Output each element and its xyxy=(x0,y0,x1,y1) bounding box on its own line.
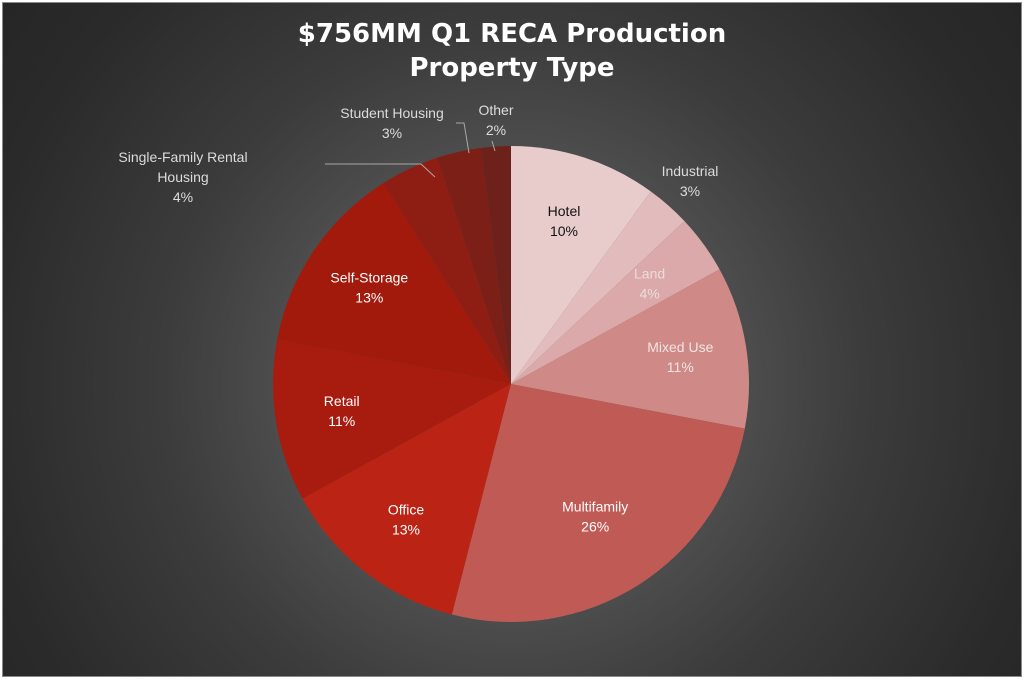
slice-category-label: Single-Family Rental xyxy=(118,149,247,165)
slice-value-label: 26% xyxy=(581,519,609,535)
leader-line-single-family-rental-housing xyxy=(325,163,436,178)
slice-value-label: 13% xyxy=(355,290,383,306)
chart-title: $756MM Q1 RECA Production Property Type xyxy=(3,17,1021,85)
chart-title-line-2: Property Type xyxy=(409,53,615,83)
slice-value-label: 3% xyxy=(680,183,700,199)
pie-slice-retail xyxy=(273,339,511,499)
pie-slice-industrial xyxy=(511,191,685,384)
slice-category-label: Hotel xyxy=(548,203,581,219)
slice-label-other: Other 2% xyxy=(478,102,513,138)
pie-slice-hotel xyxy=(511,146,651,384)
slice-category-label: Self-Storage xyxy=(330,270,408,286)
slice-category-label: Housing xyxy=(157,169,208,185)
slice-label-office: Office 13% xyxy=(388,501,425,537)
slice-label-multifamily: Multifamily 26% xyxy=(562,499,628,535)
slice-value-label: 4% xyxy=(173,189,193,205)
slice-label-industrial: Industrial 3% xyxy=(662,163,719,199)
slice-category-label: Other xyxy=(478,102,513,118)
slice-value-label: 10% xyxy=(550,223,578,239)
slice-label-self-storage: Self-Storage 13% xyxy=(330,270,408,306)
slice-category-label: Industrial xyxy=(662,163,719,179)
leader-line-other xyxy=(491,140,496,152)
slice-value-label: 11% xyxy=(667,359,694,375)
slice-category-label: Retail xyxy=(324,393,360,409)
slice-category-label: Multifamily xyxy=(562,499,628,515)
pie-slice-mixed-use xyxy=(511,269,749,429)
pie-chart: Hotel 10% Industrial 3% Land 4% Mixed Use 11% Mu… xyxy=(118,102,749,622)
slice-category-label: Land xyxy=(634,265,665,281)
pie-slice-single-family-rental-housing xyxy=(383,157,511,384)
slice-label-hotel: Hotel 10% xyxy=(548,203,581,239)
slice-label-single-family-rental-housing: Single-Family Rental Housing 4% xyxy=(118,149,247,205)
pie-slice-office xyxy=(302,384,511,615)
slice-category-label: Mixed Use xyxy=(647,339,713,355)
slice-label-land: Land 4% xyxy=(634,265,665,301)
slice-category-label: Student Housing xyxy=(340,105,444,121)
slice-value-label: 13% xyxy=(392,521,420,537)
slice-label-student-housing: Student Housing 3% xyxy=(340,105,444,141)
slice-label-mixed-use: Mixed Use 11% xyxy=(647,339,713,375)
pie-slice-self-storage xyxy=(277,183,511,384)
slice-category-label: Office xyxy=(388,501,425,517)
slice-label-retail: Retail 11% xyxy=(324,393,360,429)
chart-title-line-1: $756MM Q1 RECA Production xyxy=(297,19,727,49)
pie-slice-multifamily xyxy=(451,384,745,622)
pie-slice-other xyxy=(481,146,511,384)
slice-value-label: 2% xyxy=(486,122,506,138)
slice-value-label: 3% xyxy=(382,125,402,141)
pie-slice-land xyxy=(511,221,720,384)
leader-line-student-housing xyxy=(456,122,470,154)
slice-value-label: 4% xyxy=(639,285,659,301)
slice-value-label: 11% xyxy=(328,413,355,429)
pie-slice-student-housing xyxy=(437,147,511,384)
